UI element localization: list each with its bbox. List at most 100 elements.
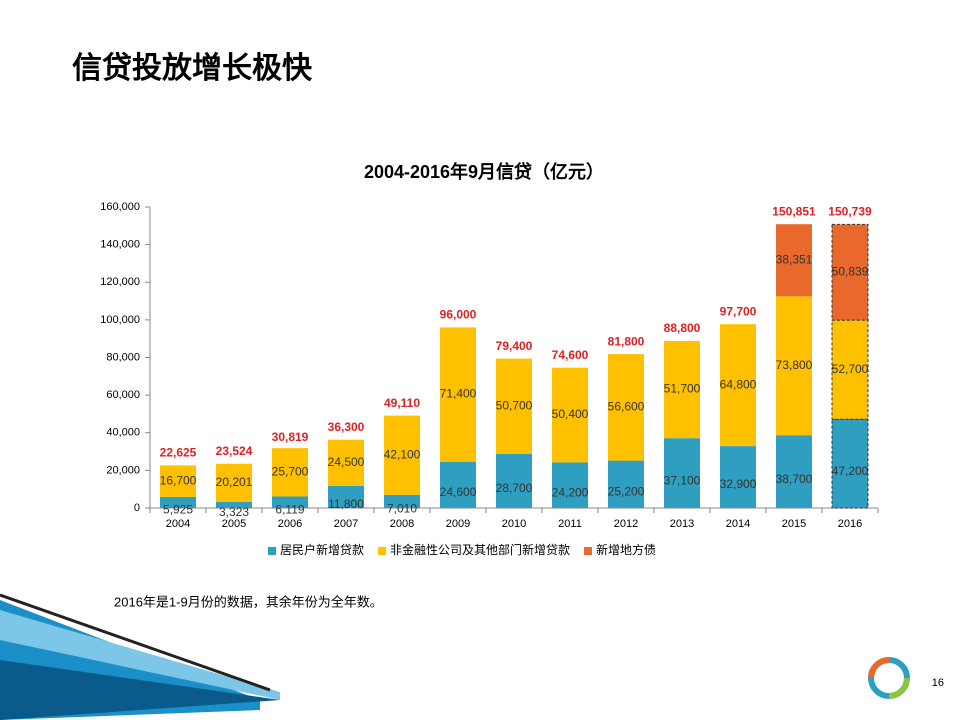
bar-segment — [720, 324, 756, 447]
legend-swatch — [584, 547, 593, 555]
value-label: 64,800 — [720, 377, 757, 391]
bar-segment — [272, 496, 308, 508]
x-tick-label: 2012 — [614, 518, 638, 530]
value-label: 56,600 — [608, 400, 645, 414]
logo — [868, 657, 910, 699]
bar-segment — [440, 327, 476, 462]
footnote: 2016年是1-9月份的数据，其余年份为全年数。 — [114, 594, 383, 609]
value-label: 24,500 — [328, 455, 365, 469]
value-label: 25,200 — [608, 484, 645, 498]
bar-segment — [496, 454, 532, 508]
total-label: 79,400 — [496, 339, 533, 353]
y-tick-label: 100,000 — [100, 314, 140, 326]
bar-segment — [384, 415, 420, 495]
bar-segment — [328, 439, 364, 486]
x-tick-label: 2006 — [278, 518, 302, 530]
value-label: 24,200 — [552, 485, 589, 499]
bar-segment — [440, 461, 476, 508]
y-tick-label: 140,000 — [100, 239, 140, 251]
y-tick-label: 80,000 — [106, 351, 140, 363]
bar-segment — [776, 296, 812, 436]
page-title: 信贷投放增长极快 — [72, 52, 313, 85]
value-label: 42,100 — [384, 447, 421, 461]
decor-wedge — [0, 610, 280, 700]
x-tick-label: 2011 — [558, 518, 582, 530]
total-label: 81,800 — [608, 334, 645, 348]
total-label: 88,800 — [664, 321, 701, 335]
total-label: 23,524 — [216, 444, 253, 458]
legend-label: 居民户新增贷款 — [280, 542, 364, 557]
value-label: 50,839 — [832, 264, 869, 278]
value-label: 51,700 — [664, 382, 701, 396]
total-label: 96,000 — [440, 308, 477, 322]
value-label: 5,925 — [163, 503, 193, 517]
x-tick-label: 2005 — [222, 518, 246, 530]
x-tick-label: 2008 — [390, 518, 414, 530]
bar-segment — [720, 446, 756, 508]
value-label: 25,700 — [272, 464, 309, 478]
value-label: 50,400 — [552, 407, 589, 421]
bar-segment — [216, 463, 252, 502]
bar-segment — [496, 358, 532, 455]
value-label: 24,600 — [440, 485, 477, 499]
bar-segment — [384, 494, 420, 508]
value-label: 32,900 — [720, 477, 757, 491]
y-tick-label: 0 — [134, 502, 140, 514]
y-tick-label: 160,000 — [100, 201, 140, 213]
bar-segment — [608, 460, 644, 508]
x-tick-label: 2009 — [446, 518, 470, 530]
x-tick-label: 2013 — [670, 518, 694, 530]
decor-line — [0, 593, 271, 692]
total-label: 49,110 — [384, 396, 420, 410]
bar-segment — [831, 223, 869, 321]
value-label: 52,700 — [832, 362, 869, 376]
total-label: 150,739 — [828, 205, 872, 219]
bar-segment — [776, 435, 812, 508]
bar-segment — [216, 501, 252, 508]
total-label: 74,600 — [552, 348, 589, 362]
x-tick-label: 2016 — [838, 518, 862, 530]
total-label: 36,300 — [328, 420, 365, 434]
value-label: 20,201 — [216, 475, 253, 489]
bar-segment — [160, 496, 196, 508]
bar-segment — [552, 367, 588, 463]
value-label: 73,800 — [776, 358, 813, 372]
value-label: 37,100 — [664, 473, 701, 487]
decor-wedge — [0, 660, 280, 720]
legend-swatch — [268, 547, 276, 555]
total-label: 97,700 — [720, 304, 757, 318]
x-tick-label: 2010 — [502, 518, 526, 530]
legend-label: 新增地方债 — [596, 542, 656, 557]
y-tick-label: 20,000 — [106, 464, 140, 476]
bar-segment — [664, 438, 700, 508]
y-tick-label: 60,000 — [106, 389, 140, 401]
x-tick-label: 2007 — [334, 518, 358, 530]
value-label: 38,351 — [776, 252, 813, 266]
value-label: 28,700 — [496, 481, 533, 495]
bar-segment — [831, 319, 869, 420]
chart-title: 2004-2016年9月信贷（亿元） — [364, 161, 604, 182]
x-tick-label: 2015 — [782, 518, 806, 530]
bar-segment — [272, 448, 308, 497]
value-label: 38,700 — [776, 472, 813, 486]
value-label: 50,700 — [496, 398, 533, 412]
total-label: 150,851 — [772, 204, 816, 218]
y-tick-label: 40,000 — [106, 427, 140, 439]
bar-segment — [776, 224, 812, 297]
legend-label: 非金融性公司及其他部门新增贷款 — [390, 542, 570, 557]
value-label: 6,119 — [275, 502, 304, 516]
value-label: 3,323 — [219, 505, 249, 519]
value-label: 7,010 — [387, 502, 417, 516]
value-label: 71,400 — [440, 387, 477, 401]
bar-segment — [328, 485, 364, 508]
total-label: 22,625 — [160, 446, 197, 460]
bar-segment — [552, 462, 588, 508]
page-number: 16 — [932, 677, 944, 689]
bar-segment — [608, 354, 644, 461]
total-label: 30,819 — [272, 430, 309, 444]
bar-segment — [160, 465, 196, 497]
bar-segment — [831, 418, 869, 509]
bar-segment — [664, 340, 700, 439]
x-tick-label: 2014 — [726, 518, 750, 530]
